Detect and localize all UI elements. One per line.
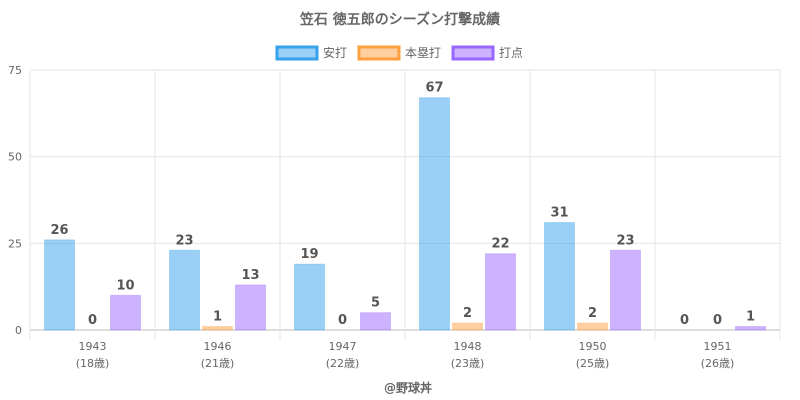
data-label: 0 <box>713 313 722 328</box>
y-tick-label: 25 <box>8 237 22 250</box>
legend-label[interactable]: 安打 <box>323 45 347 60</box>
bar-3[interactable] <box>235 284 266 331</box>
data-label: 0 <box>88 313 97 328</box>
x-tick-sublabel: (25歳) <box>576 357 610 370</box>
x-tick-sublabel: (18歳) <box>76 357 110 370</box>
data-label: 23 <box>616 233 634 248</box>
data-label: 19 <box>300 247 318 262</box>
y-tick-label: 0 <box>15 324 22 337</box>
legend-swatch[interactable] <box>275 45 319 61</box>
x-tick-label: 1950 <box>579 340 607 353</box>
bar-3[interactable] <box>485 253 516 331</box>
bar-1[interactable] <box>419 97 450 331</box>
bar-3[interactable] <box>110 294 141 331</box>
bars <box>44 97 766 331</box>
x-axis: 1943 (18歳) 1946 (21歳) 1947 (22歳) 1948 (23歳) 1950… <box>76 340 735 370</box>
bar-2[interactable] <box>202 326 233 331</box>
data-label: 1 <box>213 310 222 325</box>
data-label: 23 <box>175 233 193 248</box>
data-label: 2 <box>588 306 597 321</box>
data-label: 13 <box>241 268 259 283</box>
bar-2[interactable] <box>577 322 608 331</box>
x-tick-sublabel: (21歳) <box>201 357 235 370</box>
x-tick-sublabel: (23歳) <box>451 357 485 370</box>
legend-label[interactable]: 本塁打 <box>405 46 441 60</box>
legend-label[interactable]: 打点 <box>499 46 523 60</box>
x-tick-label: 1943 <box>79 340 107 353</box>
data-label: 0 <box>338 313 347 328</box>
bar-2[interactable] <box>452 322 483 331</box>
x-tick-label: 1946 <box>204 340 232 353</box>
y-tick-label: 50 <box>8 151 22 164</box>
y-axis: 0 25 50 75 <box>8 64 22 337</box>
data-label: 1 <box>746 310 755 325</box>
chart-title: 笠石 徳五郎のシーズン打撃成績 <box>299 11 500 28</box>
credit-text: @野球丼 <box>384 380 432 395</box>
data-label: 0 <box>680 313 689 328</box>
bar-1[interactable] <box>544 222 575 331</box>
data-label: 67 <box>425 81 443 96</box>
x-tick-label: 1948 <box>454 340 482 353</box>
bar-3[interactable] <box>360 312 391 331</box>
data-label: 5 <box>371 296 380 311</box>
bar-1[interactable] <box>294 263 325 331</box>
legend-swatch[interactable] <box>357 45 401 61</box>
legend-swatch[interactable] <box>451 45 495 61</box>
gridlines <box>29 69 781 340</box>
x-tick-label: 1951 <box>704 340 732 353</box>
data-label: 31 <box>550 206 568 221</box>
data-label: 2 <box>463 306 472 321</box>
x-tick-sublabel: (22歳) <box>326 357 360 370</box>
x-tick-sublabel: (26歳) <box>701 357 735 370</box>
x-tick-label: 1947 <box>329 340 357 353</box>
data-label: 26 <box>50 223 68 238</box>
chart-legend: 安打 本塁打 打点 <box>275 45 523 61</box>
bar-3[interactable] <box>610 249 641 331</box>
data-label: 22 <box>491 237 509 252</box>
bar-1[interactable] <box>44 239 75 331</box>
bar-3[interactable] <box>735 326 766 331</box>
y-tick-label: 75 <box>8 64 22 77</box>
bar-1[interactable] <box>169 249 200 331</box>
data-label: 10 <box>116 278 134 293</box>
